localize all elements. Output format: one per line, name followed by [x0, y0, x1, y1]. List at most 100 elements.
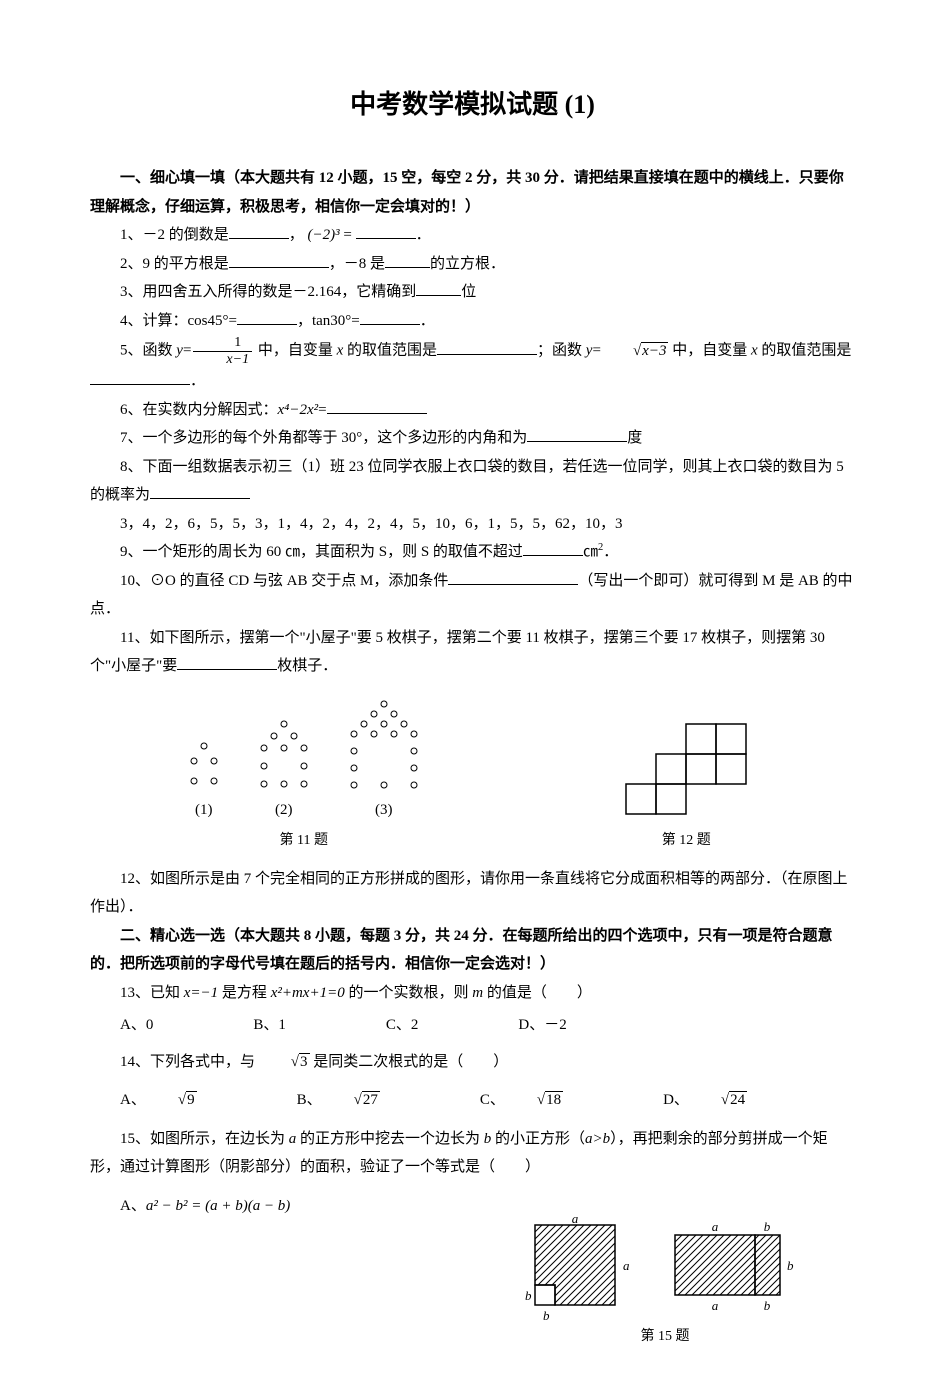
q5-blank2	[90, 369, 190, 386]
fig12-svg	[606, 714, 766, 824]
q5-y: y	[176, 343, 183, 359]
fig15-b5: b	[764, 1298, 771, 1313]
q1-text-b: ，	[289, 227, 304, 243]
q9-text-b: ㎝	[583, 544, 598, 560]
q1-blank2	[356, 223, 416, 240]
house-3: (3)	[339, 696, 429, 825]
q5-num: 1	[193, 335, 252, 351]
q5-eq2: =	[592, 343, 600, 359]
q6-expr: x⁴−2x²	[278, 402, 319, 418]
q14-optB-sqrt: 27	[322, 1086, 380, 1115]
q13-m: m	[472, 985, 483, 1001]
q13-text-d: 的值是（ ）	[483, 985, 592, 1001]
q6-blank	[327, 397, 427, 414]
q14: 14、下列各式中，与 3 是同类二次根式的是（ ）	[90, 1048, 855, 1077]
q13-optA: A、0	[90, 1011, 153, 1040]
q5-sqrt: x−3	[601, 337, 669, 366]
q15: 15、如图所示，在边长为 a 的正方形中挖去一个边长为 b 的小正方形（a>b）…	[90, 1125, 855, 1182]
q6-text-a: 6、在实数内分解因式：	[120, 402, 278, 418]
q5-blank1	[437, 338, 537, 355]
q7-blank	[527, 426, 627, 443]
q7-text-b: 度	[627, 430, 642, 446]
q2-blank2	[385, 251, 430, 268]
q13-text-a: 13、已知	[120, 985, 184, 1001]
q15-text-b: 的正方形中挖去一个边长为	[296, 1131, 484, 1147]
q5-text-a: 5、函数	[120, 343, 176, 359]
house1-label: (1)	[179, 796, 229, 825]
q3-text-b: 位	[461, 284, 476, 300]
q8-data: 3，4，2，6，5，5，3，1，4，2，4，2，4，5，10，6，1，5，5，6…	[90, 510, 855, 539]
q15-optA-expr: a² − b² = (a + b)(a − b)	[146, 1198, 290, 1214]
fig15-b4: b	[787, 1258, 794, 1273]
q14-optC-label: C、	[480, 1092, 505, 1108]
q11-blank	[177, 654, 277, 671]
fig15-svg: a a b b a b b a b	[515, 1215, 815, 1320]
q14-optD-sqrt: 24	[689, 1086, 747, 1115]
q1-text-c: =	[340, 227, 356, 243]
q11: 11、如下图所示，摆第一个"小屋子"要 5 枚棋子，摆第二个要 11 枚棋子，摆…	[90, 624, 855, 681]
q1-expr: (−2)³	[308, 227, 340, 243]
q14-options: A、 9 B、 27 C、 18 D、24	[90, 1086, 855, 1115]
q3: 3、用四舍五入所得的数是－2.164，它精确到 位	[90, 278, 855, 307]
q1-text-a: 1、－2 的倒数是	[120, 227, 229, 243]
q3-blank	[416, 280, 461, 297]
q13-expr2: x²+mx+1=0	[271, 985, 345, 1001]
house-1: (1)	[179, 736, 229, 825]
q14-optC: C、 18	[450, 1086, 563, 1115]
q5: 5、函数 y=1x−1 中，自变量 x 的取值范围是；函数 y=x−3 中，自变…	[90, 335, 855, 367]
q5-cont: ．	[90, 367, 855, 396]
q14-optA-rad: 9	[186, 1091, 197, 1108]
figure-row-11-12: (1) (2)	[90, 696, 855, 855]
q13: 13、已知 x=−1 是方程 x²+mx+1=0 的一个实数根，则 m 的值是（…	[90, 979, 855, 1008]
q5-rad: x−3	[641, 342, 668, 359]
q4-text-c: ．	[420, 313, 435, 329]
q15-text-c: 的小正方形（	[491, 1131, 585, 1147]
q14-optC-rad: 18	[545, 1091, 563, 1108]
q14-optD: D、24	[633, 1086, 747, 1115]
q13-optB: B、1	[223, 1011, 286, 1040]
q14-sqrt: 3	[259, 1048, 310, 1077]
q8: 8、下面一组数据表示初三（1）班 23 位同学衣服上衣口袋的数目，若任选一位同学…	[90, 453, 855, 510]
q10-text-a: 10、⊙O 的直径 CD 与弦 AB 交于点 M，添加条件	[120, 573, 448, 589]
q2-blank1	[229, 251, 329, 268]
q7: 7、一个多边形的每个外角都等于 30°，这个多边形的内角和为度	[90, 424, 855, 453]
q3-text-a: 3、用四舍五入所得的数是－2.164，它精确到	[120, 284, 416, 300]
fig15-caption: 第 15 题	[641, 1324, 690, 1351]
q6: 6、在实数内分解因式：x⁴−2x²=	[90, 396, 855, 425]
q4-text-b: ，tan30°=	[297, 313, 360, 329]
q1: 1、－2 的倒数是 ， (−2)³ = ．	[90, 221, 855, 250]
q1-text-d: ．	[416, 227, 431, 243]
q13-text-b: 是方程	[218, 985, 271, 1001]
q2: 2、9 的平方根是，－8 是的立方根．	[90, 250, 855, 279]
q13-optD: D、－2	[488, 1011, 566, 1040]
fig15-b1: b	[525, 1288, 532, 1303]
q5-text-d: ；函数	[537, 343, 586, 359]
q2-text-c: 的立方根．	[430, 256, 505, 272]
q14-optA: A、 9	[90, 1086, 197, 1115]
q14-text-a: 14、下列各式中，与	[120, 1054, 259, 1070]
q11-text-b: 枚棋子．	[277, 658, 337, 674]
house-2: (2)	[249, 716, 319, 825]
q14-optD-rad: 24	[729, 1091, 747, 1108]
q9-text-a: 9、一个矩形的周长为 60 ㎝，其面积为 S，则 S 的取值不超过	[120, 544, 523, 560]
q5-eq: =	[183, 343, 191, 359]
fig11-caption: 第 11 题	[179, 828, 429, 855]
q14-rad: 3	[299, 1053, 310, 1070]
q4-blank2	[360, 308, 420, 325]
q8-blank	[150, 483, 250, 500]
q5-text-f: 的取值范围是	[758, 343, 852, 359]
q5-den: x−1	[193, 352, 252, 367]
q6-text-b: =	[318, 402, 326, 418]
q14-optA-label: A、	[120, 1092, 146, 1108]
section1-header: 一、细心填一填（本大题共有 12 小题，15 空，每空 2 分，共 30 分．请…	[90, 164, 855, 221]
q15-text-a: 15、如图所示，在边长为	[120, 1131, 289, 1147]
q14-optB-label: B、	[297, 1092, 322, 1108]
fig15-a3: a	[712, 1219, 719, 1234]
q14-optA-sqrt: 9	[146, 1086, 197, 1115]
figure-15: a a b b a b b a b 第 15 题	[515, 1215, 815, 1351]
q4: 4、计算：cos45°=，tan30°=．	[90, 307, 855, 336]
q14-optB-rad: 27	[362, 1091, 380, 1108]
section2-header: 二、精心选一选（本大题共 8 小题，每题 3 分，共 24 分．在每题所给出的四…	[90, 922, 855, 979]
q13-optC: C、2	[356, 1011, 419, 1040]
q5-x2: x	[751, 343, 758, 359]
